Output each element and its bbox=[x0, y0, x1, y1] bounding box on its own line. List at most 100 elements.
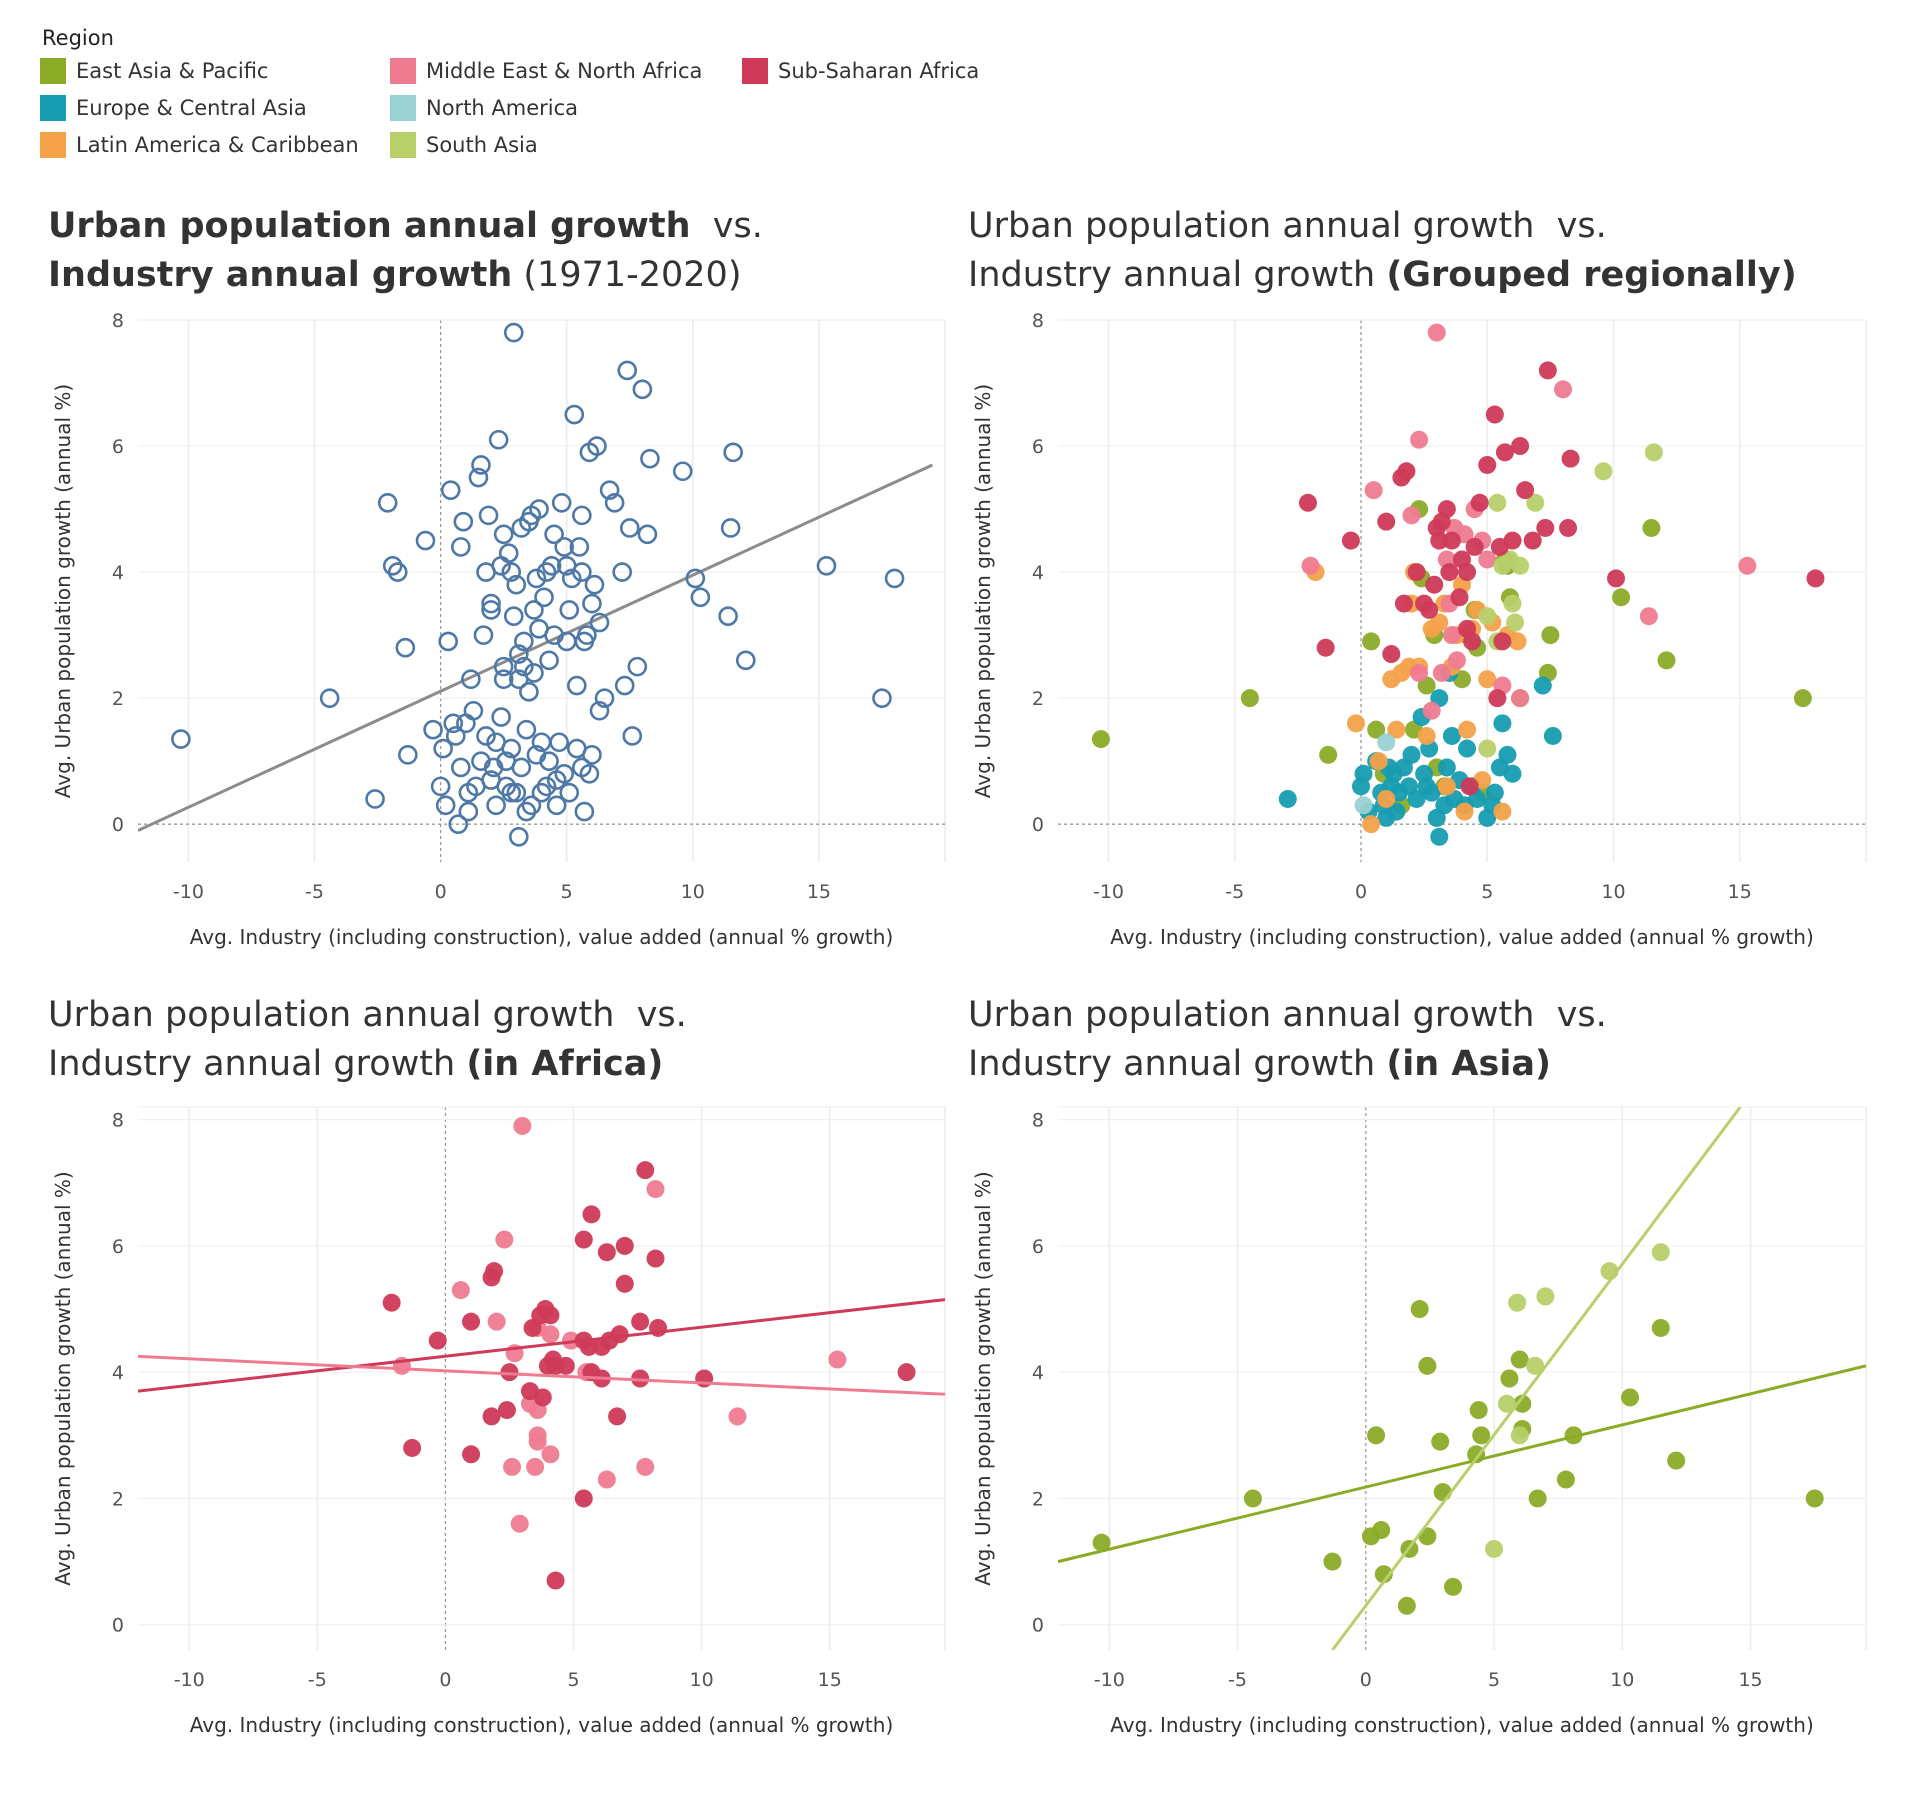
data-point bbox=[529, 619, 549, 639]
data-point bbox=[501, 738, 522, 759]
data-point-ssa bbox=[1523, 531, 1542, 550]
data-point-ssa bbox=[1458, 619, 1477, 638]
data-point-eca bbox=[1533, 676, 1552, 695]
legend-item-lac[interactable]: Latin America & Caribbean bbox=[40, 130, 359, 160]
legend-item-eca[interactable]: Europe & Central Asia bbox=[40, 93, 307, 123]
panel-title-4-second: Industry annual growth bbox=[968, 1044, 1376, 1084]
data-point bbox=[554, 763, 574, 784]
data-point bbox=[640, 448, 660, 469]
data-point bbox=[587, 436, 607, 456]
data-point-eap bbox=[1528, 1489, 1547, 1508]
data-point bbox=[567, 675, 587, 696]
data-point-lac bbox=[1430, 613, 1449, 632]
data-point bbox=[488, 429, 509, 450]
data-point bbox=[319, 688, 340, 708]
data-point-ssa bbox=[1316, 638, 1335, 657]
data-point-lac bbox=[1493, 802, 1512, 821]
data-point-ssa bbox=[1538, 361, 1557, 380]
data-point-sa bbox=[1506, 613, 1525, 632]
data-point-ssa bbox=[1298, 493, 1317, 512]
data-point-eap bbox=[1410, 1300, 1429, 1319]
data-point-ssa bbox=[1382, 645, 1401, 664]
data-point-lac bbox=[1478, 670, 1497, 689]
x-tick-label: 0 bbox=[1360, 1669, 1372, 1691]
data-point-eap bbox=[1556, 1470, 1575, 1489]
data-point bbox=[493, 656, 514, 677]
legend-item-na[interactable]: North America bbox=[390, 93, 578, 123]
data-point-ssa bbox=[615, 1236, 634, 1255]
data-point bbox=[672, 461, 693, 482]
legend-item-eap[interactable]: East Asia & Pacific bbox=[40, 56, 268, 86]
data-point bbox=[481, 600, 501, 620]
data-point bbox=[171, 729, 191, 749]
panel-title-2-main: Urban population annual growth bbox=[968, 206, 1535, 246]
data-point-eap bbox=[1513, 1394, 1532, 1413]
legend-item-mena[interactable]: Middle East & North Africa bbox=[390, 56, 702, 86]
data-point bbox=[617, 360, 638, 381]
chart-1: -10 -5 0 5 10 15 0 2 4 6 8 Avg. Industry (including… bbox=[51, 310, 946, 949]
data-point-eca bbox=[1402, 745, 1421, 764]
data-point bbox=[471, 455, 491, 475]
data-point-ssa bbox=[1561, 449, 1580, 468]
data-point-ssa bbox=[695, 1369, 714, 1388]
data-point bbox=[395, 637, 416, 658]
data-point-mena bbox=[528, 1432, 547, 1451]
data-point bbox=[481, 593, 501, 614]
data-point bbox=[423, 719, 443, 740]
data-point bbox=[458, 801, 479, 822]
data-point-mena bbox=[597, 1470, 616, 1489]
y-tick-label: 2 bbox=[112, 688, 124, 710]
data-point-eca bbox=[1442, 726, 1461, 745]
data-point-mena bbox=[503, 1457, 522, 1476]
data-point-mena bbox=[541, 1325, 560, 1344]
data-point-eap bbox=[1612, 588, 1631, 607]
data-point-ssa bbox=[1465, 537, 1484, 556]
data-point-ssa bbox=[1493, 632, 1512, 651]
y-tick-label: 2 bbox=[112, 1488, 124, 1510]
data-point bbox=[572, 562, 592, 582]
data-point bbox=[632, 379, 653, 400]
data-point-lac bbox=[1437, 777, 1456, 796]
data-point bbox=[541, 555, 562, 576]
data-point bbox=[501, 562, 522, 582]
data-point-sa bbox=[1503, 594, 1522, 613]
data-point bbox=[498, 543, 519, 563]
data-point bbox=[514, 656, 534, 677]
data-point-ssa bbox=[1488, 689, 1507, 708]
data-point bbox=[637, 524, 658, 545]
data-point-mena bbox=[728, 1407, 747, 1426]
data-point bbox=[564, 404, 585, 425]
panel-title-2-second: Industry annual growth bbox=[968, 255, 1376, 295]
y-tick-label: 6 bbox=[1032, 436, 1044, 458]
data-point bbox=[514, 631, 534, 652]
legend-item-ssa[interactable]: Sub-Saharan Africa bbox=[742, 56, 979, 86]
data-point bbox=[526, 568, 547, 589]
y-tick-label: 6 bbox=[112, 1236, 124, 1258]
data-point-ssa bbox=[403, 1438, 422, 1457]
data-point-sa bbox=[1510, 1426, 1529, 1445]
chart-1-plot-area bbox=[138, 322, 934, 847]
chart-3: -10 -5 0 5 10 15 0 2 4 6 8 Avg. Industry (including… bbox=[51, 1106, 946, 1737]
legend-label-eap: East Asia & Pacific bbox=[76, 59, 269, 83]
data-point-ssa bbox=[1460, 777, 1479, 796]
data-point bbox=[493, 524, 514, 545]
x-tick-label: 10 bbox=[1610, 1669, 1634, 1691]
data-point-eap bbox=[1667, 1451, 1686, 1470]
data-point-mena bbox=[1364, 481, 1383, 500]
x-tick-label: 10 bbox=[681, 881, 705, 903]
data-point bbox=[516, 719, 537, 740]
data-point-eap bbox=[1444, 1577, 1463, 1596]
legend-label-sa: South Asia bbox=[426, 133, 538, 157]
data-point-sa bbox=[1594, 462, 1613, 481]
legend-label-ssa: Sub-Saharan Africa bbox=[778, 59, 980, 83]
data-point bbox=[735, 650, 756, 671]
data-point bbox=[529, 499, 549, 519]
data-point bbox=[382, 555, 403, 576]
y-tick-label: 4 bbox=[1032, 562, 1044, 584]
legend-item-sa[interactable]: South Asia bbox=[390, 130, 538, 160]
data-point-eap bbox=[1367, 1426, 1386, 1445]
x-tick-label: 15 bbox=[1738, 1669, 1762, 1691]
data-point bbox=[503, 322, 524, 343]
data-point-eca bbox=[1354, 764, 1373, 783]
data-point-eap bbox=[1243, 1489, 1262, 1508]
